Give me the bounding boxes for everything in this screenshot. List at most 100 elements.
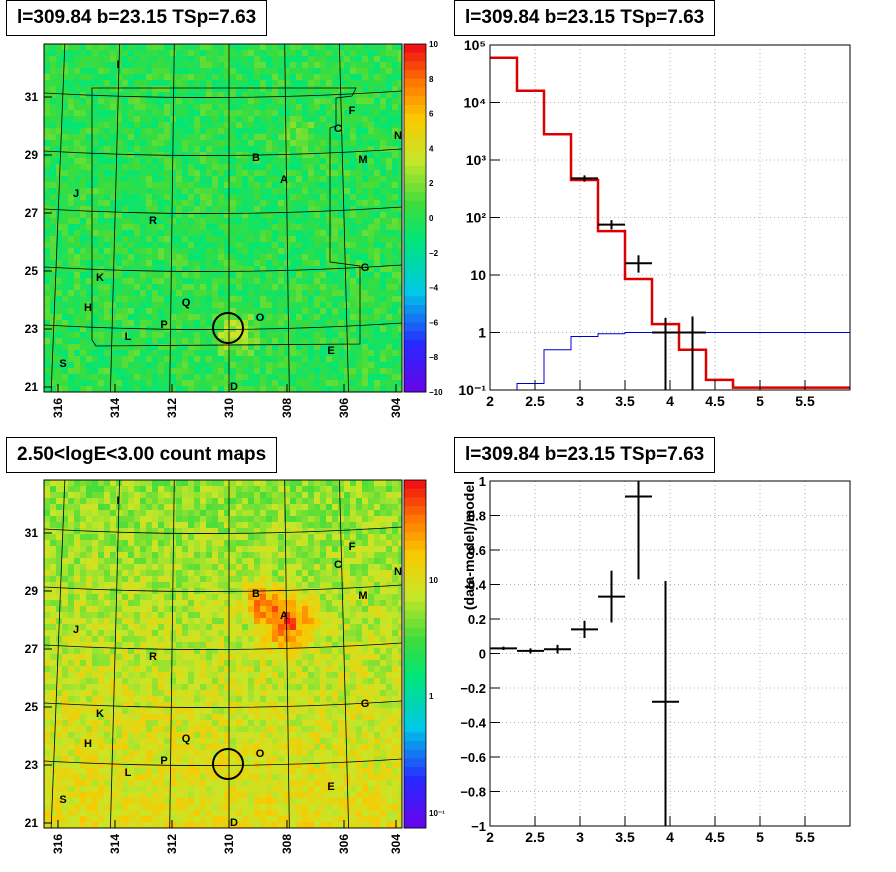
heatmap-cell — [182, 266, 188, 272]
heatmap-cell — [230, 582, 236, 588]
heatmap-cell — [254, 540, 260, 546]
heatmap-cell — [200, 146, 206, 152]
heatmap-cell — [308, 266, 314, 272]
heatmap-cell — [170, 338, 176, 344]
heatmap-cell — [296, 134, 302, 140]
heatmap-cell — [68, 98, 74, 104]
heatmap-cell — [176, 212, 182, 218]
heatmap-cell — [230, 56, 236, 62]
heatmap-cell — [272, 134, 278, 140]
heatmap-cell — [164, 170, 170, 176]
heatmap-cell — [152, 380, 158, 386]
heatmap-cell — [80, 564, 86, 570]
heatmap-cell — [116, 338, 122, 344]
heatmap-cell — [230, 230, 236, 236]
heatmap-cell — [200, 260, 206, 266]
heatmap-cell — [44, 80, 50, 86]
heatmap-cell — [200, 594, 206, 600]
heatmap-cell — [212, 290, 218, 296]
heatmap-cell — [308, 290, 314, 296]
heatmap-cell — [338, 56, 344, 62]
heatmap-cell — [350, 242, 356, 248]
heatmap-cell — [50, 44, 56, 50]
heatmap-cell — [212, 284, 218, 290]
heatmap-cell — [356, 558, 362, 564]
heatmap-cell — [350, 528, 356, 534]
heatmap-cell — [392, 44, 398, 50]
heatmap-cell — [68, 374, 74, 380]
heatmap-cell — [170, 272, 176, 278]
heatmap-cell — [212, 534, 218, 540]
heatmap-cell — [92, 486, 98, 492]
heatmap-cell — [44, 362, 50, 368]
heatmap-cell — [152, 492, 158, 498]
heatmap-cell — [386, 332, 392, 338]
heatmap-cell — [116, 296, 122, 302]
heatmap-cell — [104, 558, 110, 564]
heatmap-cell — [398, 564, 402, 570]
heatmap-cell — [206, 200, 212, 206]
heatmap-cell — [68, 224, 74, 230]
heatmap-cell — [296, 486, 302, 492]
heatmap-cell — [266, 206, 272, 212]
colorbar-tick-label: 10 — [429, 40, 438, 49]
heatmap-cell — [302, 320, 308, 326]
heatmap-cell — [104, 522, 110, 528]
heatmap-cell — [86, 480, 92, 486]
heatmap-cell — [200, 164, 206, 170]
heatmap-cell — [128, 320, 134, 326]
heatmap-cell — [350, 594, 356, 600]
heatmap-cell — [236, 272, 242, 278]
heatmap-cell — [86, 224, 92, 230]
heatmap-cell — [302, 516, 308, 522]
heatmap-cell — [74, 80, 80, 86]
heatmap-cell — [242, 242, 248, 248]
heatmap-cell — [68, 528, 74, 534]
heatmap-cell — [200, 498, 206, 504]
heatmap-cell — [380, 206, 386, 212]
heatmap-cell — [128, 552, 134, 558]
heatmap-cell — [176, 606, 182, 612]
heatmap-cell — [338, 134, 344, 140]
heatmap-cell — [344, 522, 350, 528]
heatmap-cell — [254, 504, 260, 510]
heatmap-cell — [68, 368, 74, 374]
heatmap-cell — [368, 540, 374, 546]
heatmap-cell — [212, 74, 218, 80]
heatmap-cell — [152, 194, 158, 200]
heatmap-cell — [50, 386, 56, 392]
heatmap-cell — [260, 68, 266, 74]
heatmap-cell — [260, 600, 266, 606]
heatmap-cell — [104, 344, 110, 350]
heatmap-cell — [92, 104, 98, 110]
heatmap-cell — [254, 362, 260, 368]
heatmap-cell — [158, 516, 164, 522]
heatmap-cell — [236, 104, 242, 110]
heatmap-cell — [188, 498, 194, 504]
heatmap-cell — [242, 272, 248, 278]
heatmap-cell — [158, 242, 164, 248]
heatmap-cell — [260, 272, 266, 278]
heatmap-cell — [200, 230, 206, 236]
heatmap-cell — [116, 612, 122, 618]
heatmap-cell — [116, 570, 122, 576]
heatmap-cell — [104, 62, 110, 68]
heatmap-cell — [56, 576, 62, 582]
heatmap-cell — [314, 44, 320, 50]
heatmap-cell — [68, 534, 74, 540]
heatmap-cell — [272, 582, 278, 588]
heatmap-cell — [104, 104, 110, 110]
heatmap-cell — [224, 50, 230, 56]
heatmap-cell — [284, 558, 290, 564]
heatmap-cell — [176, 116, 182, 122]
heatmap-cell — [44, 516, 50, 522]
heatmap-cell — [158, 284, 164, 290]
heatmap-cell — [236, 552, 242, 558]
source-label-j: J — [73, 188, 79, 200]
heatmap-cell — [290, 254, 296, 260]
heatmap-cell — [164, 230, 170, 236]
heatmap-cell — [212, 504, 218, 510]
heatmap-cell — [392, 212, 398, 218]
heatmap-cell — [218, 224, 224, 230]
heatmap-cell — [68, 200, 74, 206]
